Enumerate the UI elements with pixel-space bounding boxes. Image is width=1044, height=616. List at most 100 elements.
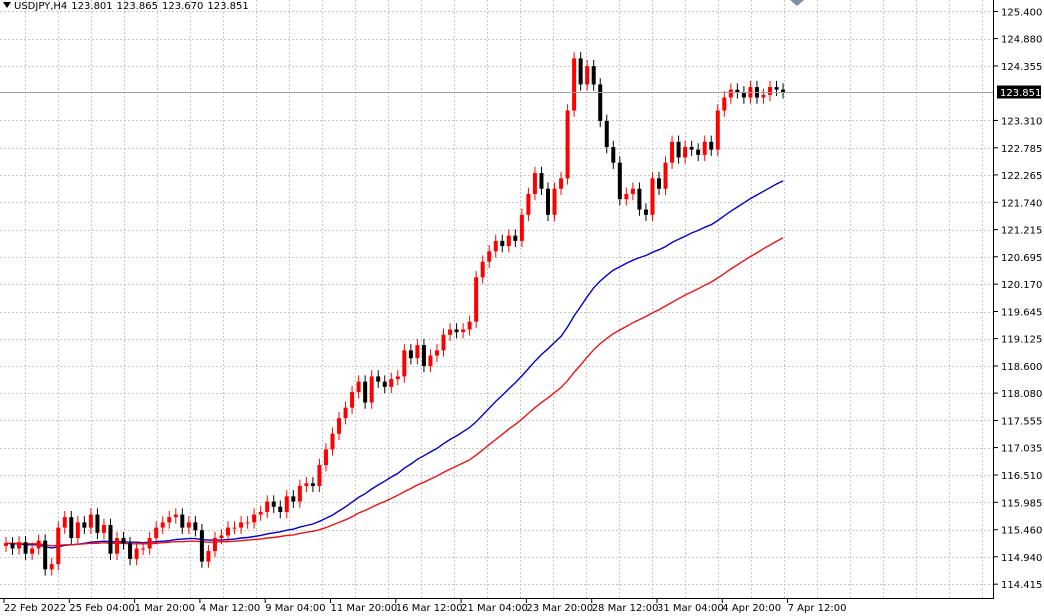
candle-body [461,329,466,333]
time-tick-label: 23 Mar 20:00 [526,603,593,614]
candle-body [278,506,283,512]
candle-body [454,329,459,333]
candle-body [226,527,231,536]
candle-body [768,87,773,95]
current-price-text: 123.851 [1000,88,1041,99]
candle-body [506,235,511,247]
candle-body [572,58,577,111]
plot-area [0,0,993,598]
candle-body [356,381,361,393]
price-tick-label: 118.600 [1001,362,1042,373]
candle-body [741,92,746,98]
candle-body [617,162,622,200]
time-tick-label: 1 Mar 20:00 [135,603,195,614]
candle-body [147,538,152,549]
candle-body [376,376,381,382]
candle-body [121,538,126,544]
candle-body [160,522,165,528]
candle-body [565,110,570,179]
candle-body [382,381,387,387]
moving-average-fast [5,180,784,549]
time-tick-label: 25 Feb 04:00 [69,603,135,614]
candle-body [441,334,446,351]
candle-body [624,193,629,200]
price-tick-label: 124.355 [1001,62,1042,73]
candle-body [663,162,668,189]
ohlc-low: 123.670 [162,1,204,12]
candle-body [219,535,224,539]
candle-body [363,381,368,403]
candle-body [585,66,590,85]
candle-body [611,147,616,163]
candle-body [676,141,681,158]
candle-body [526,193,531,215]
candle-body [317,465,322,486]
price-tick-label: 114.415 [1001,580,1042,591]
current-price-label: 123.851 [997,85,1041,99]
price-axis: 125.400 124.880 124.355 123.310 122.785 122.2… [994,7,1042,591]
candle-body [493,240,498,252]
candle-body [428,355,433,366]
candle-body [258,511,263,515]
candle-body [10,543,15,549]
candle-body [62,517,67,528]
price-tick-label: 118.080 [1001,389,1042,400]
price-tick-label: 125.400 [1001,7,1042,18]
candle-body [702,141,707,155]
time-tick-label: 7 Apr 12:00 [788,603,847,614]
candle-body [539,173,544,189]
price-tick-label: 124.880 [1001,35,1042,46]
candle-body [578,58,583,85]
price-tick-label: 121.740 [1001,198,1042,209]
current-price-badge [997,85,1041,99]
candle-body [173,514,178,518]
window-menu-triangle-icon[interactable] [3,2,11,8]
candle-body [715,110,720,150]
candle-body [389,379,394,387]
time-tick-label: 11 Mar 20:00 [331,603,398,614]
candle-body [598,84,603,121]
candle-body [402,350,407,377]
candle-body [206,551,211,562]
candle-body [467,321,472,330]
candle-body [545,188,550,215]
candle-body [95,514,100,533]
candle-body [252,514,257,523]
candle-body [239,522,244,528]
candle-body [180,514,185,528]
time-tick-label: 22 Feb 2022 [4,603,66,614]
candle-body [128,543,133,559]
candle-body [532,173,537,194]
time-tick-label: 21 Mar 04:00 [461,603,528,614]
price-tick-label: 120.170 [1001,280,1042,291]
price-tick-label: 120.695 [1001,253,1042,264]
chart-header: USDJPY,H4 123.801 123.865 123.670 123.851 [3,1,253,12]
candle-body [774,87,779,90]
price-tick-label: 117.555 [1001,416,1042,427]
moving-averages [5,180,784,549]
ohlc-close: 123.851 [207,1,249,12]
candle-body [186,522,191,528]
candle-body [500,240,505,247]
time-tick-label: 28 Mar 12:00 [592,603,659,614]
candle-body [291,496,296,502]
candle-body [101,525,106,533]
price-tick-label: 117.035 [1001,444,1042,455]
price-tick-label: 115.985 [1001,498,1042,509]
candle-body [304,483,309,486]
candle-body [323,449,328,466]
candle-body [4,543,8,546]
price-tick-label: 123.310 [1001,116,1042,127]
candle-body [115,538,120,554]
candle-body [650,178,655,215]
candle-body [43,540,48,570]
candle-body [108,525,113,554]
candle-body [297,485,302,502]
candle-body [343,407,348,419]
candles [4,52,786,576]
price-tick-label: 119.645 [1001,308,1042,319]
chart-shift-marker-icon[interactable] [790,0,804,6]
candle-body [82,522,87,528]
